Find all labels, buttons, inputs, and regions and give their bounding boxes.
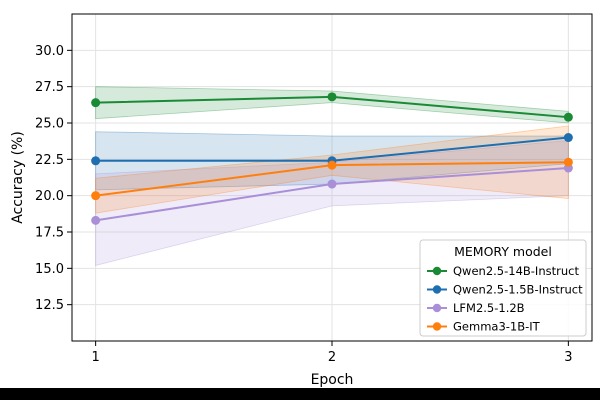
legend-entry-label: Qwen2.5-14B-Instruct	[453, 264, 579, 278]
x-axis-label: Epoch	[311, 372, 354, 388]
y-tick-label: 12.5	[35, 298, 64, 313]
y-tick-label: 27.5	[35, 80, 64, 95]
legend-swatch-marker	[432, 266, 442, 276]
legend-box	[419, 239, 587, 337]
y-tick-label: 15.0	[35, 262, 64, 277]
data-point	[563, 157, 573, 167]
legend-swatch-marker	[432, 285, 442, 294]
x-tick-label: 2	[328, 350, 336, 365]
y-tick-label: 30.0	[35, 44, 64, 59]
data-point	[327, 179, 337, 189]
data-point	[91, 98, 101, 108]
y-tick-label: 22.5	[35, 153, 64, 168]
legend-entry-label: Gemma3-1B-IT	[453, 320, 541, 334]
y-tick-label: 17.5	[35, 226, 64, 241]
legend-title: MEMORY model	[454, 244, 552, 259]
confidence-band	[95, 86, 569, 124]
data-point	[563, 112, 573, 122]
data-point	[91, 191, 101, 201]
data-point	[563, 133, 573, 143]
legend: MEMORY model Qwen2.5-14B-InstructQwen2.5…	[419, 239, 587, 337]
data-point	[91, 156, 101, 166]
data-point	[91, 215, 101, 225]
legend-entry-label: LFM2.5-1.2B	[453, 301, 525, 315]
data-point	[327, 160, 337, 170]
series-points	[91, 92, 573, 225]
y-axis-label: Accuracy (%)	[10, 131, 26, 224]
legend-swatch-marker	[432, 322, 442, 331]
data-point	[327, 92, 337, 102]
legend-swatch-marker	[432, 303, 442, 313]
figure-canvas: 12.5 15.0 17.5 20.0 22.5 25.0 27.5 30.0 1 2 3 Epoc…	[0, 0, 600, 388]
line-chart: 12.5 15.0 17.5 20.0 22.5 25.0 27.5 30.0 1 2 3 Epoc…	[10, 13, 593, 388]
legend-entry-label: Qwen2.5-1.5B-Instruct	[453, 283, 583, 297]
y-tick-label: 25.0	[35, 117, 64, 132]
axis-ticks: 12.5 15.0 17.5 20.0 22.5 25.0 27.5 30.0 1 2 3	[35, 44, 572, 365]
x-tick-label: 1	[91, 350, 99, 365]
legend-items: Qwen2.5-14B-Instruct Qwen2.5-1.5B-Instruc…	[427, 264, 583, 334]
x-tick-label: 3	[564, 350, 572, 365]
y-tick-label: 20.0	[35, 189, 64, 204]
